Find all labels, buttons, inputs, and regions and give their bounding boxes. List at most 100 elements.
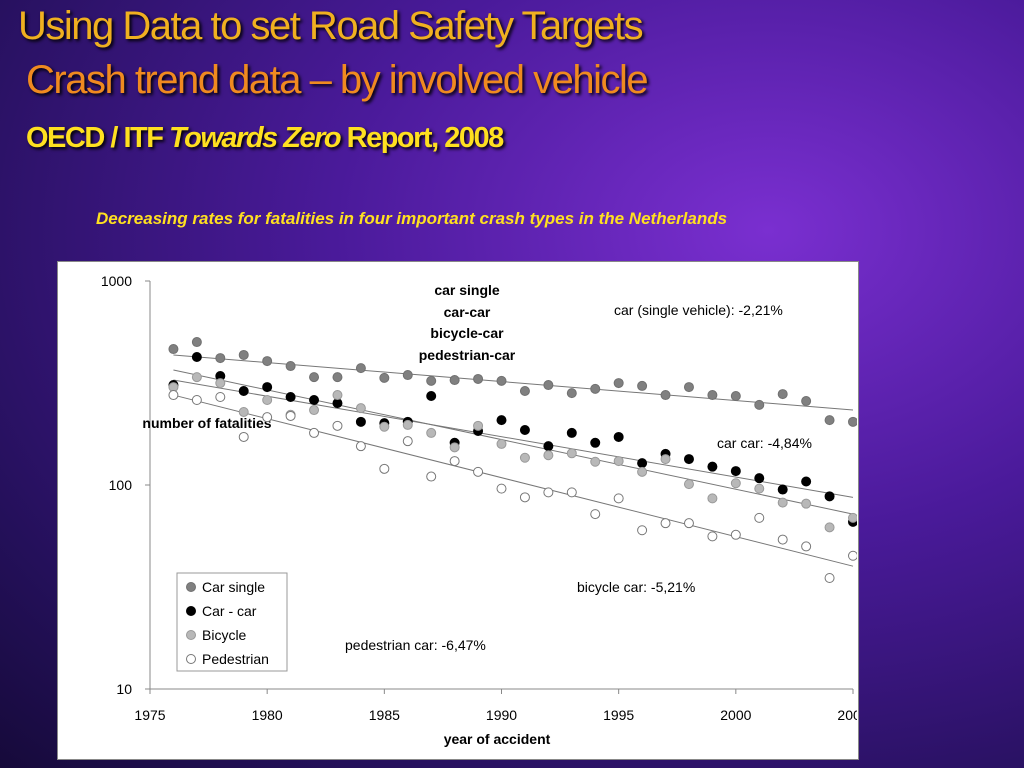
data-point	[519, 452, 530, 463]
data-point	[379, 463, 390, 474]
data-point	[707, 461, 718, 472]
data-point	[590, 456, 601, 467]
data-point	[848, 550, 857, 561]
data-point	[473, 420, 484, 431]
data-point	[683, 454, 694, 465]
legend-label: Bicycle	[202, 627, 247, 643]
data-point	[238, 385, 249, 396]
data-point	[262, 382, 273, 393]
data-point	[238, 431, 249, 442]
data-point	[309, 405, 320, 416]
header-label: car-car	[444, 304, 491, 320]
x-tick-label: 1980	[252, 707, 283, 723]
header-label: car single	[434, 282, 500, 298]
legend-marker	[186, 582, 196, 592]
legend-marker	[186, 606, 196, 616]
data-point	[683, 479, 694, 490]
data-point	[707, 531, 718, 542]
slide-subtitle: Crash trend data – by involved vehicle	[26, 58, 649, 102]
data-point	[402, 436, 413, 447]
slide-title: Using Data to set Road Safety Targets	[18, 4, 644, 48]
legend-marker	[186, 630, 196, 640]
data-point	[566, 427, 577, 438]
data-point	[496, 375, 507, 386]
data-point	[777, 484, 788, 495]
data-point	[824, 415, 835, 426]
data-point	[777, 497, 788, 508]
data-point	[309, 427, 320, 438]
legend-label: Car - car	[202, 603, 257, 619]
data-point	[613, 431, 624, 442]
data-point	[449, 456, 460, 467]
trend-line	[173, 394, 854, 567]
data-point	[566, 388, 577, 399]
data-point	[730, 478, 741, 489]
data-point	[449, 375, 460, 386]
header-label: pedestrian-car	[419, 347, 516, 363]
data-point	[801, 498, 812, 509]
data-point	[238, 406, 249, 417]
y-tick-label: 10	[116, 681, 132, 697]
data-point	[660, 454, 671, 465]
data-point	[215, 392, 226, 403]
x-axis-label: year of accident	[444, 731, 551, 747]
data-point	[309, 395, 320, 406]
data-point	[191, 395, 202, 406]
data-point	[355, 403, 366, 414]
x-tick-label: 2005	[837, 707, 857, 723]
annotation-car-car: car car: -4,84%	[717, 435, 812, 451]
data-point	[613, 456, 624, 467]
data-point	[332, 372, 343, 383]
data-point	[215, 353, 226, 364]
data-point	[707, 493, 718, 504]
data-point	[168, 344, 179, 355]
data-point	[262, 395, 273, 406]
data-point	[590, 509, 601, 520]
legend-label: Pedestrian	[202, 651, 269, 667]
data-point	[660, 390, 671, 401]
data-point	[262, 356, 273, 367]
data-point	[285, 410, 296, 421]
source-line: OECD / ITF Towards Zero Report, 2008	[26, 122, 504, 155]
data-point	[613, 493, 624, 504]
data-point	[543, 380, 554, 391]
data-point	[754, 473, 765, 484]
data-point	[496, 415, 507, 426]
data-point	[426, 375, 437, 386]
data-point	[543, 487, 554, 498]
data-point	[355, 441, 366, 452]
data-point	[449, 442, 460, 453]
data-point	[566, 448, 577, 459]
data-point	[777, 389, 788, 400]
data-point	[613, 378, 624, 389]
data-point	[191, 337, 202, 348]
data-point	[590, 383, 601, 394]
data-point	[309, 372, 320, 383]
data-point	[402, 419, 413, 430]
data-point	[402, 370, 413, 381]
data-point	[519, 385, 530, 396]
data-point	[496, 438, 507, 449]
data-point	[754, 399, 765, 410]
data-point	[754, 512, 765, 523]
trend-line	[173, 354, 854, 411]
data-point	[426, 427, 437, 438]
data-point	[355, 416, 366, 427]
data-point	[238, 349, 249, 360]
data-point	[168, 390, 179, 401]
x-tick-label: 1995	[603, 707, 634, 723]
data-point	[473, 466, 484, 477]
data-point	[215, 378, 226, 389]
y-tick-label: 100	[109, 477, 133, 493]
data-point	[285, 361, 296, 372]
data-point	[191, 372, 202, 383]
chart: number of fatalities year of accident ca…	[101, 273, 857, 747]
data-point	[355, 363, 366, 374]
data-point	[519, 492, 530, 503]
data-point	[824, 522, 835, 533]
annotation-car-single: car (single vehicle): -2,21%	[614, 302, 783, 318]
data-point	[590, 437, 601, 448]
x-tick-label: 2000	[720, 707, 751, 723]
data-point	[543, 450, 554, 461]
data-point	[660, 518, 671, 529]
